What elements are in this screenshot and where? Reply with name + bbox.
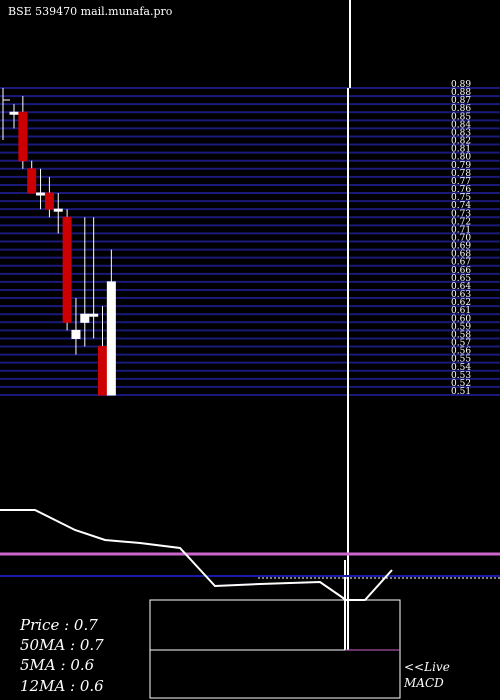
chart-title: BSE 539470 mail.munafa.pro xyxy=(8,5,173,18)
price-tick-label: 0.59 xyxy=(451,322,471,332)
price-tick-label: 0.88 xyxy=(451,88,471,98)
price-tick-label: 0.87 xyxy=(451,96,471,106)
price-tick-label: 0.56 xyxy=(451,347,471,357)
price-tick-label: 0.57 xyxy=(451,339,471,349)
price-tick-label: 0.60 xyxy=(451,314,471,324)
price-tick-label: 0.58 xyxy=(451,330,471,340)
candle-body xyxy=(89,313,99,317)
candle-body xyxy=(36,192,46,196)
macd-label-line1: <<Live xyxy=(404,660,450,674)
price-tick-label: 0.80 xyxy=(451,153,471,163)
price-tick-label: 0.51 xyxy=(451,387,471,397)
price-grid xyxy=(0,87,500,396)
candle-body xyxy=(98,346,107,396)
price-tick-label: 0.55 xyxy=(451,355,471,365)
candle-body xyxy=(44,192,54,210)
price-tick-label: 0.85 xyxy=(451,112,471,122)
candle-body xyxy=(62,216,72,323)
price-tick-label: 0.66 xyxy=(451,266,471,276)
candle-body xyxy=(9,111,19,115)
candle-body xyxy=(18,111,28,162)
price-tick-label: 0.67 xyxy=(451,258,471,268)
macd-box xyxy=(149,599,401,699)
price-tick-label: 0.83 xyxy=(451,128,471,138)
price-tick-label: 0.76 xyxy=(451,185,471,195)
price-tick-label: 0.82 xyxy=(451,137,471,147)
macd-label: <<Live MACD xyxy=(404,659,450,691)
info-ma50: 50MA : 0.7 xyxy=(20,636,104,654)
price-tick-label: 0.63 xyxy=(451,290,471,300)
price-tick-label: 0.89 xyxy=(451,80,471,90)
info-price: Price : 0.7 xyxy=(20,616,98,634)
price-tick-label: 0.72 xyxy=(451,217,471,227)
price-tick-label: 0.74 xyxy=(451,201,471,211)
candle-body xyxy=(27,168,37,194)
price-tick-label: 0.62 xyxy=(451,298,471,308)
price-tick-label: 0.75 xyxy=(451,193,471,203)
price-axis-labels: 0.890.880.870.860.850.840.830.820.810.80… xyxy=(2,80,471,397)
price-tick-label: 0.52 xyxy=(451,379,471,389)
price-tick-label: 0.61 xyxy=(451,306,471,316)
price-tick-label: 0.84 xyxy=(451,120,471,130)
price-tick-label: 0.54 xyxy=(451,363,471,373)
price-tick-label: 0.86 xyxy=(451,104,471,114)
price-tick-label: 0.77 xyxy=(451,177,471,187)
price-tick-label: 0.81 xyxy=(451,145,471,155)
candle-body xyxy=(80,313,90,323)
info-ma5: 5MA : 0.6 xyxy=(20,656,95,674)
price-tick-label: 0.70 xyxy=(451,234,471,244)
macd-label-line2: MACD xyxy=(404,676,444,690)
price-tick-label: 0.53 xyxy=(451,371,471,381)
candles xyxy=(9,96,116,396)
price-tick-label: 0.73 xyxy=(451,209,471,219)
price-tick-label: 0.71 xyxy=(451,225,471,235)
candle-body xyxy=(106,281,116,396)
info-ma12: 12MA : 0.6 xyxy=(20,677,104,695)
price-tick-label: 0.65 xyxy=(451,274,471,284)
price-tick-label: 0.78 xyxy=(451,169,471,179)
price-tick-label: 0.79 xyxy=(451,161,471,171)
candle-body xyxy=(71,329,81,339)
price-tick-label: 0.64 xyxy=(451,282,471,292)
price-tick-label: 0.69 xyxy=(451,242,471,252)
candle-body xyxy=(53,208,63,212)
price-tick-label: 0.68 xyxy=(451,250,471,260)
